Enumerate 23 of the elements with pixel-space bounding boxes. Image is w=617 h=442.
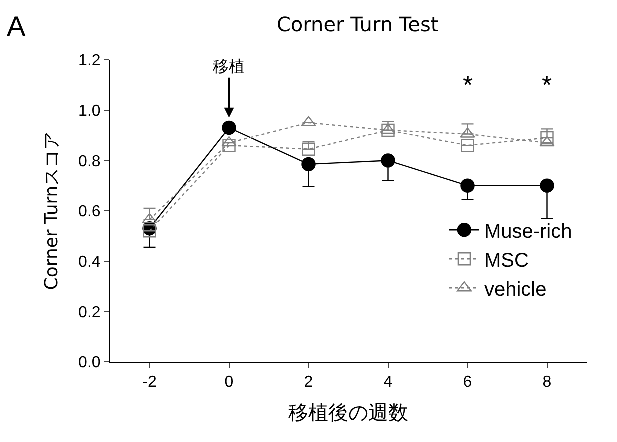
y-tick-label: 0.2 [78,304,101,322]
y-tick-label: 1.0 [78,102,101,120]
x-tick-label: 0 [224,374,234,392]
x-tick-label: 2 [304,374,314,392]
chart-title: Corner Turn Test [276,12,439,37]
y-axis-title: Corner Turnスコア [42,132,63,290]
x-axis-title: 移植後の週数 [288,400,408,425]
x-tick-label: 6 [463,374,472,392]
annotation: 移植 [213,57,245,76]
annotation: * [542,70,552,100]
y-tick-label: 0.4 [78,254,101,271]
y-tick-label: 1.2 [78,52,101,70]
legend-label: Muse-rich [484,220,572,243]
annotation: * [463,70,474,100]
legend-label: MSC [484,250,529,272]
y-tick-label: 0.0 [78,354,101,372]
y-tick-label: 0.6 [78,204,101,221]
legend-label: vehicle [484,278,547,301]
text: A [7,11,26,42]
x-tick-label: -2 [142,374,157,392]
y-tick-label: 0.8 [78,153,101,170]
x-tick-label: 4 [384,374,393,392]
x-tick-label: 8 [542,374,552,392]
